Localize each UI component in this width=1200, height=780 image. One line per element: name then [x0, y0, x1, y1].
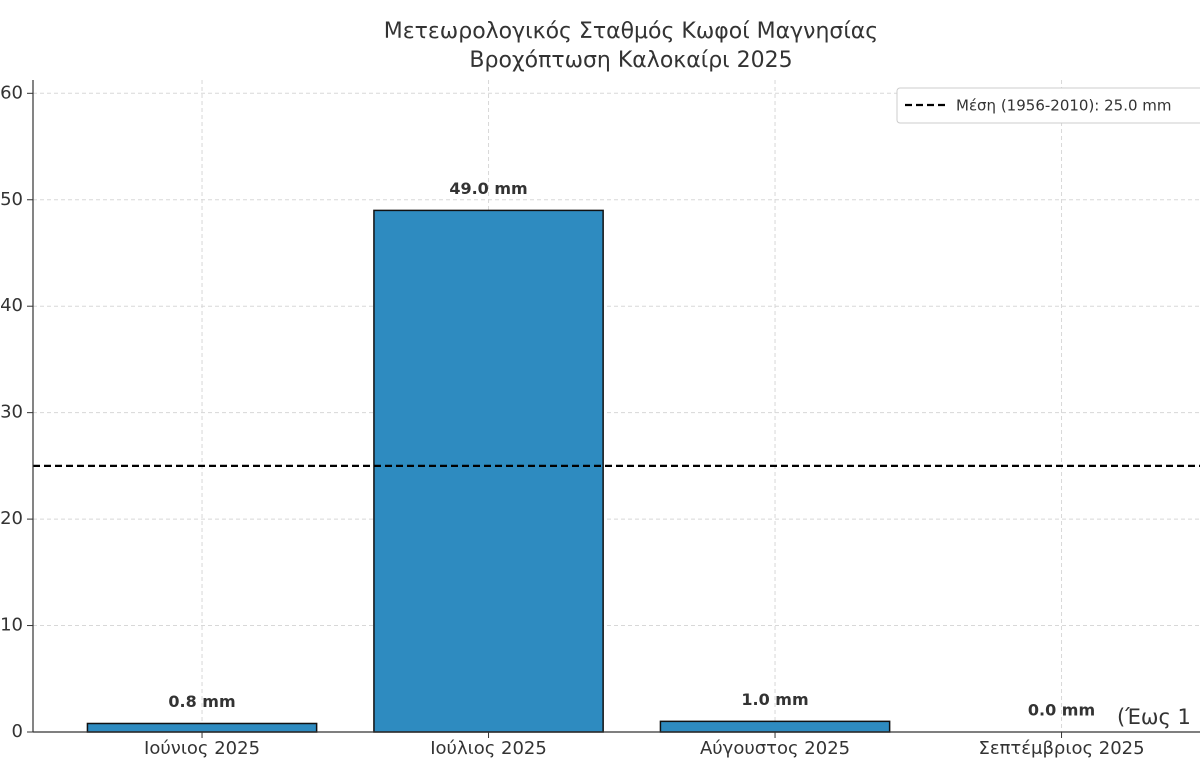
y-tick-label: 60	[0, 82, 23, 103]
x-tick-label: Ιούλιος 2025	[430, 738, 547, 759]
value-label: 1.0 mm	[741, 690, 808, 709]
bar	[373, 209, 604, 733]
value-label: 0.8 mm	[168, 692, 235, 711]
y-tick-label: 40	[0, 295, 23, 316]
value-label: 0.0 mm	[1028, 701, 1095, 720]
y-tick-label: 10	[0, 615, 23, 636]
x-tick-label: Ιούνιος 2025	[144, 738, 260, 759]
y-tick-label: 20	[0, 508, 23, 529]
legend-box	[896, 87, 1200, 124]
y-tick-label: 50	[0, 189, 23, 210]
legend-label: Μέση (1956-2010): 25.0 mm	[956, 97, 1172, 115]
bar	[86, 722, 318, 733]
annotation: (Έως 1	[1117, 705, 1191, 729]
value-label: 49.0 mm	[449, 179, 527, 198]
chart-title: Μετεωρολογικός Σταθμός Κωφοί Μαγνησίας	[384, 19, 878, 44]
x-tick-label: Σεπτέμβριος 2025	[978, 738, 1144, 759]
chart-subtitle: Βροχόπτωση Καλοκαίρι 2025	[469, 48, 792, 73]
bar	[659, 720, 891, 733]
y-tick-label: 0	[12, 721, 23, 742]
x-tick-label: Αύγουστος 2025	[700, 738, 850, 759]
y-tick-label: 30	[0, 402, 23, 423]
